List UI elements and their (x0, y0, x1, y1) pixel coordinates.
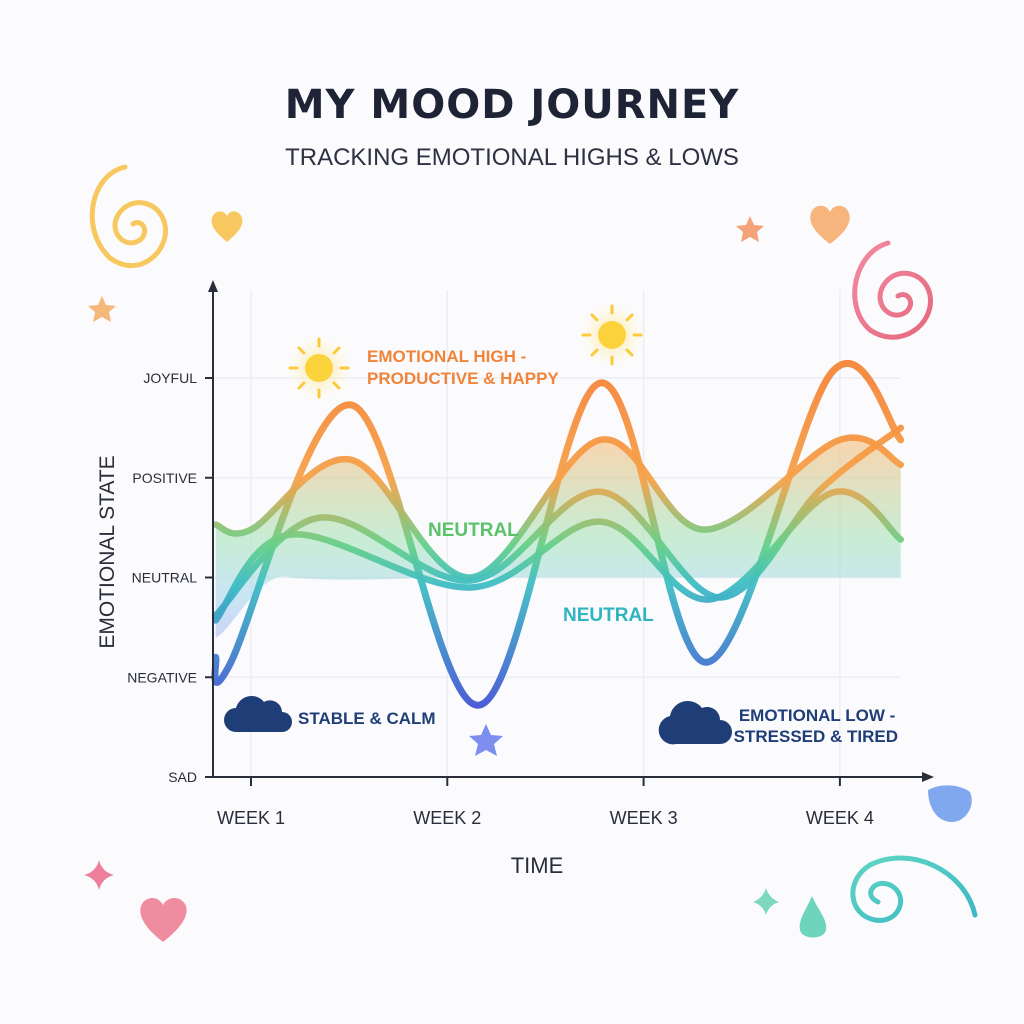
sun-icon (285, 334, 353, 402)
y-tick-label: NEGATIVE (127, 669, 197, 685)
heart-icon (140, 897, 187, 942)
annotation-emotional-low: EMOTIONAL LOW - STRESSED & TIRED (734, 706, 900, 746)
cloud-icon (658, 700, 732, 745)
x-axis-arrow (922, 772, 934, 782)
x-axis-label: TIME (511, 853, 564, 878)
star-icon (736, 216, 764, 242)
heart-icon (211, 211, 243, 242)
chart-title: MY MOOD JOURNEY (284, 82, 740, 128)
spiral-decoration-icon (89, 164, 169, 269)
cloud-icon (224, 695, 292, 732)
x-tick-label: WEEK 1 (217, 808, 285, 828)
y-tick-label: SAD (168, 769, 197, 785)
spiral-decoration-icon (852, 240, 933, 340)
annotation-stable-calm: STABLE & CALM (298, 709, 436, 728)
drop-icon (799, 896, 827, 938)
x-tick-label: WEEK 4 (806, 808, 874, 828)
sun-icon (578, 301, 646, 369)
spiral-decoration-icon (850, 855, 978, 923)
y-tick-label: JOYFUL (143, 370, 197, 386)
star-icon (88, 296, 116, 322)
y-axis-label: EMOTIONAL STATE (96, 455, 119, 648)
series-line-1 (211, 359, 905, 709)
y-tick-label: NEUTRAL (132, 570, 198, 586)
star-icon (469, 724, 503, 756)
y-tick-label: POSITIVE (132, 470, 197, 486)
annotation-neutral-upper: NEUTRAL (428, 520, 519, 541)
x-tick-label: WEEK 3 (610, 808, 678, 828)
series-group (211, 359, 905, 709)
annotation-emotional-high: EMOTIONAL HIGH - PRODUCTIVE & HAPPY (367, 347, 559, 388)
axes (208, 280, 934, 782)
drop-icon (928, 785, 972, 822)
heart-icon (810, 205, 850, 244)
series-line-3 (212, 424, 905, 619)
series-line-4 (212, 488, 905, 624)
y-axis-arrow (208, 280, 218, 292)
series-line-2 (212, 434, 905, 581)
x-tick-label: WEEK 2 (413, 808, 481, 828)
sparkle-icon (84, 860, 114, 890)
annotation-neutral-lower: NEUTRAL (563, 605, 654, 626)
chart-subtitle: TRACKING EMOTIONAL HIGHS & LOWS (285, 144, 739, 171)
sparkle-icon (753, 888, 779, 915)
